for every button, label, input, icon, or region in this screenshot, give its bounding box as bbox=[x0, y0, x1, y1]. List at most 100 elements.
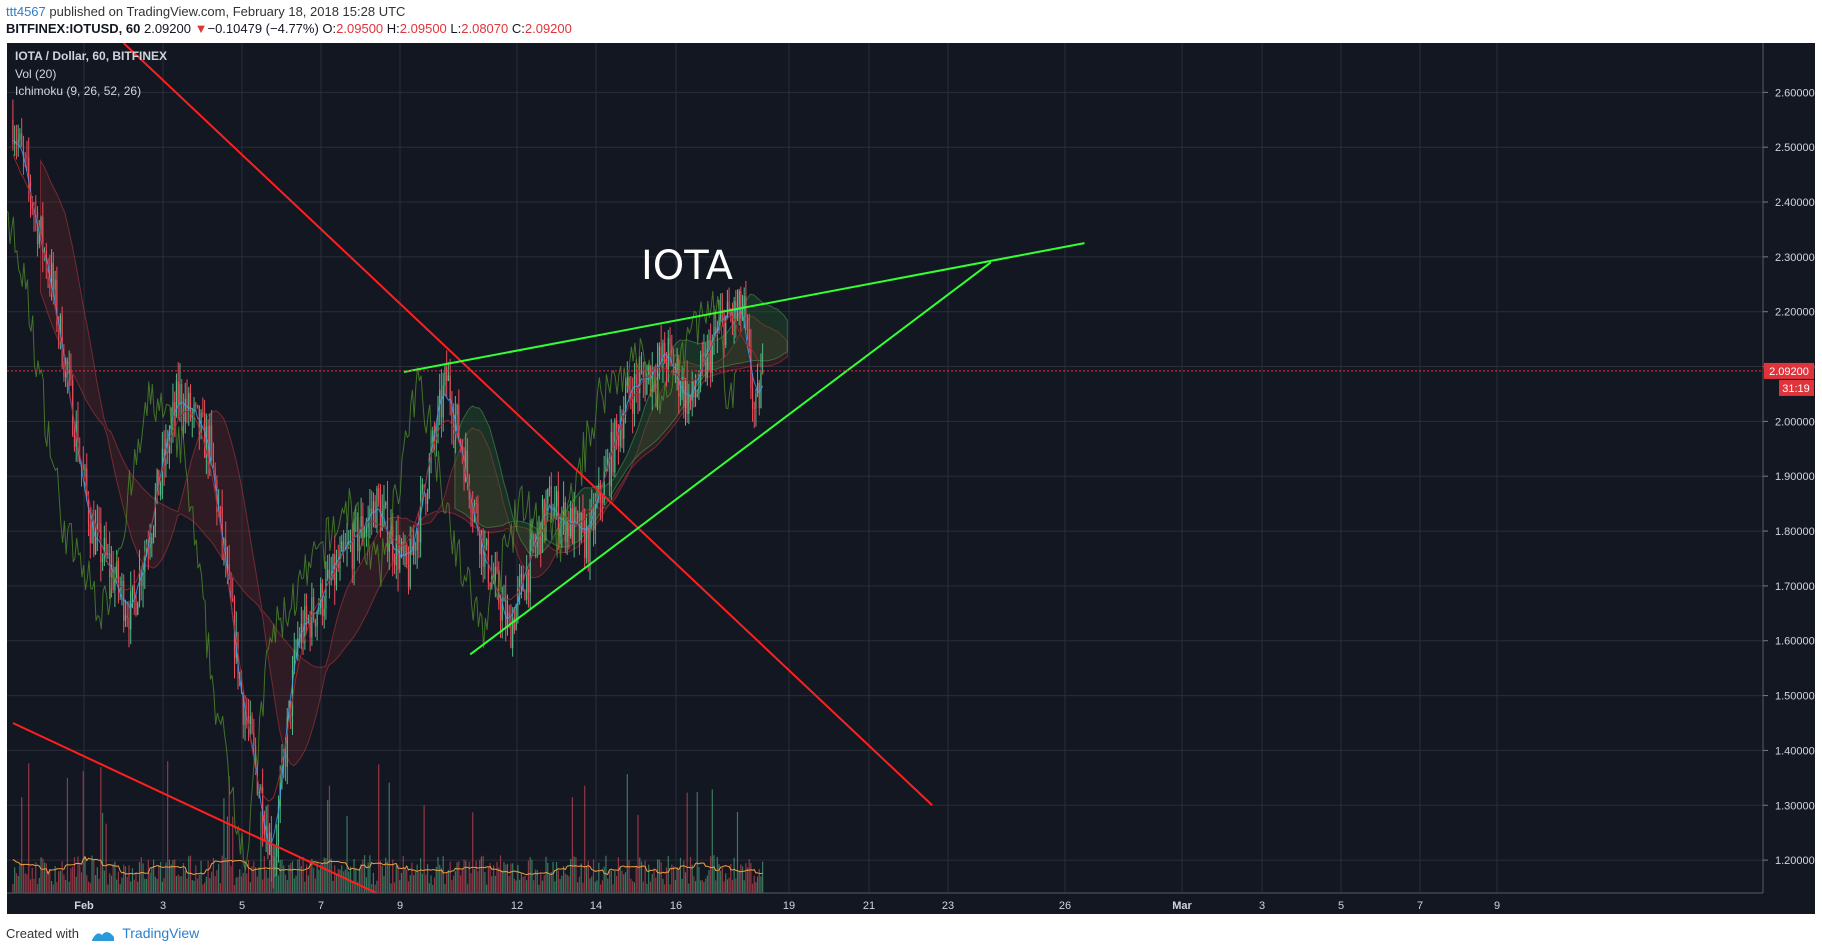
trendline-green-lower[interactable] bbox=[469, 261, 992, 656]
candle-body bbox=[137, 603, 139, 615]
volume-bar bbox=[758, 869, 760, 893]
chart-area[interactable]: 2.600002.500002.400002.300002.200002.100… bbox=[7, 43, 1815, 914]
volume-bar bbox=[214, 876, 216, 893]
volume-bar bbox=[594, 881, 596, 893]
candle-body bbox=[671, 344, 673, 356]
candle-body bbox=[168, 437, 171, 454]
volume-bar bbox=[265, 870, 267, 893]
volume-bar bbox=[263, 856, 265, 893]
volume-bar bbox=[736, 811, 739, 893]
volume-bar bbox=[545, 856, 547, 893]
candle-body bbox=[63, 365, 65, 377]
candle-body bbox=[147, 548, 149, 550]
volume-bar bbox=[358, 869, 360, 893]
candle-body bbox=[446, 367, 448, 381]
candle-body bbox=[138, 570, 141, 604]
volume-bar bbox=[233, 884, 236, 893]
volume-bar bbox=[428, 883, 430, 893]
candle-body bbox=[715, 327, 717, 334]
volume-bar bbox=[286, 879, 288, 893]
close-label: C: bbox=[511, 21, 525, 36]
volume-bar bbox=[491, 876, 493, 893]
price-chart[interactable]: 2.600002.500002.400002.300002.200002.100… bbox=[7, 43, 1815, 914]
candle-body bbox=[698, 386, 700, 394]
candle-body bbox=[463, 455, 465, 482]
volume-bar bbox=[189, 855, 192, 893]
candle-body bbox=[221, 507, 223, 546]
volume-bar bbox=[671, 864, 673, 893]
volume-bar bbox=[624, 872, 627, 893]
candle-body bbox=[154, 495, 156, 527]
candle-body bbox=[708, 341, 710, 349]
volume-bar bbox=[59, 870, 61, 893]
price-axis[interactable] bbox=[1763, 43, 1815, 914]
candle-body bbox=[731, 315, 734, 324]
candle-body bbox=[52, 262, 54, 290]
volume-bar bbox=[124, 866, 127, 893]
volume-bar bbox=[114, 861, 116, 893]
candle-body bbox=[142, 572, 144, 586]
volume-bar bbox=[458, 861, 460, 893]
volume-bar bbox=[524, 876, 526, 893]
volume-bar bbox=[421, 873, 423, 893]
volume-bar bbox=[674, 880, 676, 893]
time-axis[interactable] bbox=[7, 893, 1815, 914]
volume-bar bbox=[564, 873, 566, 893]
candle-body bbox=[608, 457, 611, 487]
candle-body bbox=[489, 582, 491, 587]
candle-body bbox=[589, 513, 591, 563]
tradingview-brand-link[interactable]: TradingView bbox=[122, 925, 200, 941]
volume-bar bbox=[409, 875, 411, 893]
volume-bar bbox=[279, 859, 281, 893]
volume-bar bbox=[28, 763, 30, 893]
candle-body bbox=[447, 375, 450, 381]
trendline-red-resistance[interactable] bbox=[122, 43, 933, 806]
volume-bar bbox=[453, 875, 455, 893]
volume-bar bbox=[416, 864, 418, 893]
candle-body bbox=[748, 329, 750, 347]
time-tick-label: 3 bbox=[160, 900, 166, 912]
volume-bar bbox=[708, 869, 710, 893]
candle-body bbox=[628, 377, 630, 392]
volume-bar bbox=[701, 880, 703, 893]
candle-body bbox=[40, 216, 42, 230]
volume-bar bbox=[646, 883, 648, 893]
volume-bar bbox=[757, 876, 759, 893]
time-tick-label: 9 bbox=[1494, 900, 1500, 912]
chart-annotation[interactable]: IOTA bbox=[641, 243, 734, 289]
candle-body bbox=[14, 141, 16, 145]
volume-bar bbox=[492, 865, 495, 893]
volume-bar bbox=[163, 878, 165, 893]
time-tick-label: 5 bbox=[1338, 900, 1344, 912]
symbol-label: BITFINEX:IOTUSD, 60 bbox=[6, 21, 141, 36]
volume-bar bbox=[98, 878, 100, 893]
candle-body bbox=[550, 486, 552, 521]
volume-bar bbox=[561, 875, 563, 893]
candle-body bbox=[653, 367, 655, 384]
volume-bar bbox=[240, 876, 243, 893]
volume-bar bbox=[648, 864, 650, 893]
candle-body bbox=[459, 440, 462, 446]
legend-volume: Vol (20) bbox=[15, 67, 56, 81]
candle-body bbox=[418, 530, 420, 543]
candle-body bbox=[219, 506, 222, 508]
volume-bar bbox=[678, 869, 680, 893]
trendline-red-lower[interactable] bbox=[12, 722, 377, 894]
volume-bar bbox=[435, 866, 437, 893]
trendline-green-upper[interactable] bbox=[403, 242, 1085, 374]
candle-body bbox=[623, 416, 625, 439]
volume-bar bbox=[242, 872, 244, 893]
trendlines[interactable] bbox=[12, 43, 1085, 894]
candle-body bbox=[191, 412, 193, 418]
volume-bar bbox=[755, 882, 757, 893]
candle-body bbox=[520, 573, 523, 579]
author-link[interactable]: ttt4567 bbox=[6, 4, 46, 19]
time-tick-label: 16 bbox=[670, 900, 682, 912]
volume-bar bbox=[66, 778, 69, 893]
volume-bar bbox=[640, 861, 643, 893]
candle-body bbox=[253, 733, 255, 746]
volume-bar bbox=[585, 866, 588, 893]
candle-body bbox=[501, 601, 503, 621]
candle-body bbox=[720, 311, 722, 320]
candle-body bbox=[203, 413, 206, 458]
